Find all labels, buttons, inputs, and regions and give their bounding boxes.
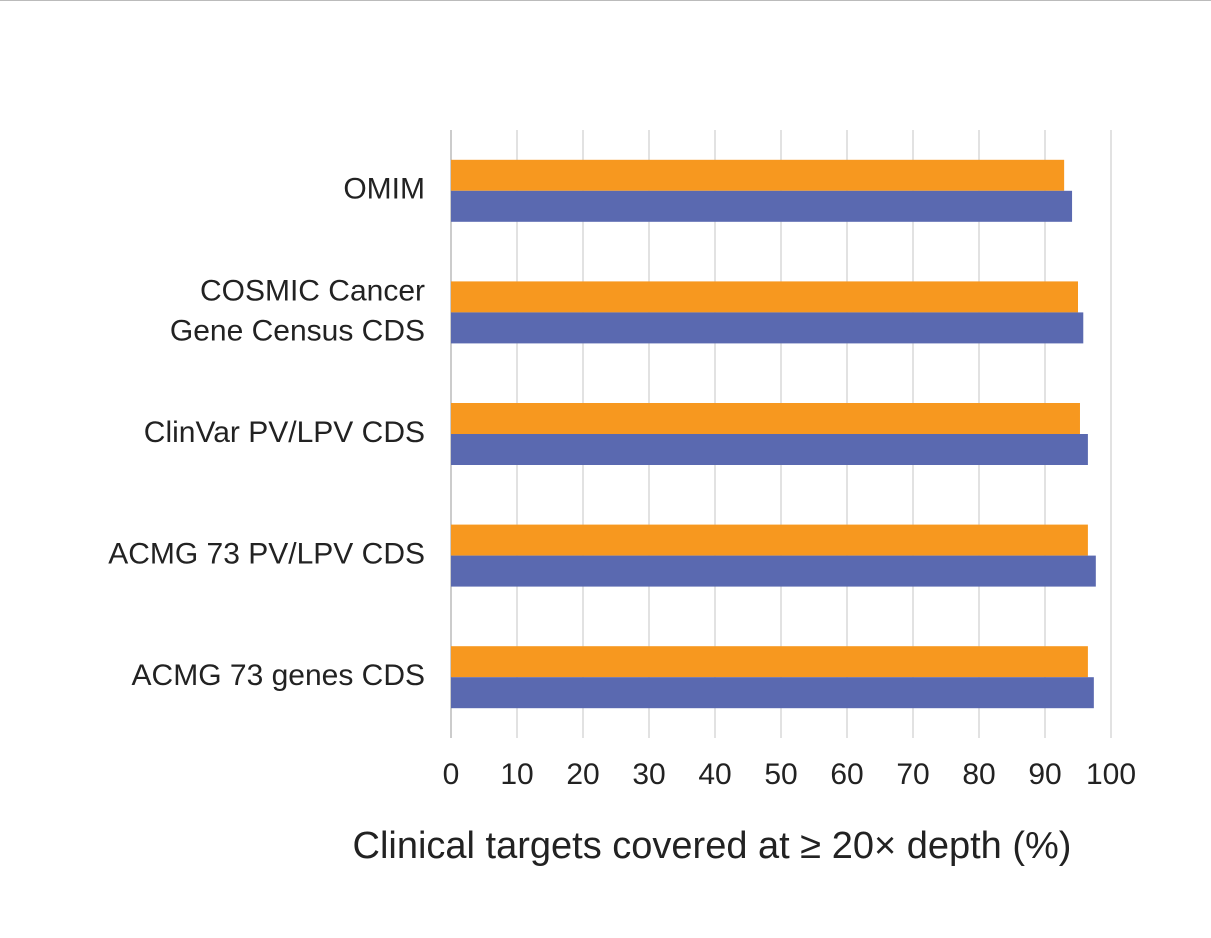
x-axis-title: Clinical targets covered at ≥ 20× depth … xyxy=(353,825,1072,867)
bar xyxy=(451,312,1084,344)
y-tick-label: ClinVar PV/LPV CDS xyxy=(144,416,425,449)
x-tick-label: 10 xyxy=(500,758,533,791)
x-tick-label: 40 xyxy=(698,758,731,791)
bar xyxy=(451,159,1065,191)
bar xyxy=(451,677,1094,709)
x-tick-label: 60 xyxy=(830,758,863,791)
bar xyxy=(451,434,1088,465)
bar xyxy=(451,524,1088,556)
y-tick-label: OMIM xyxy=(343,173,425,206)
bar xyxy=(451,281,1078,313)
x-tick-label: 50 xyxy=(764,758,797,791)
x-tick-label: 100 xyxy=(1086,758,1136,791)
bar xyxy=(451,646,1088,678)
y-tick-label: COSMIC Cancer Gene Census CDS xyxy=(170,274,425,347)
x-tick-label: 80 xyxy=(962,758,995,791)
x-tick-label: 70 xyxy=(896,758,929,791)
x-tick-label: 0 xyxy=(443,758,460,791)
y-tick-label: ACMG 73 PV/LPV CDS xyxy=(108,538,425,571)
x-tick-label: 30 xyxy=(632,758,665,791)
bar xyxy=(451,403,1080,434)
y-tick-label: ACMG 73 genes CDS xyxy=(132,659,425,692)
bar xyxy=(451,555,1096,587)
x-tick-label: 20 xyxy=(566,758,599,791)
bar xyxy=(451,190,1073,222)
x-tick-label: 90 xyxy=(1028,758,1061,791)
